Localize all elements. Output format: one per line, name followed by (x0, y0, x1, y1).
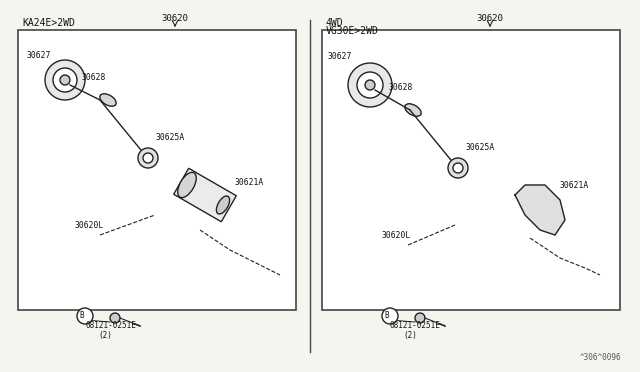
Ellipse shape (216, 196, 230, 214)
Text: 30625A: 30625A (466, 143, 495, 152)
Text: 30620: 30620 (477, 14, 504, 23)
Text: ^306^0096: ^306^0096 (580, 353, 621, 362)
Circle shape (365, 80, 375, 90)
Text: 30621A: 30621A (235, 178, 264, 187)
Circle shape (415, 313, 425, 323)
Circle shape (60, 75, 70, 85)
Circle shape (348, 63, 392, 107)
Text: 30620L: 30620L (382, 231, 412, 240)
Circle shape (448, 158, 468, 178)
Bar (322, 30, 620, 310)
Circle shape (453, 163, 463, 173)
Text: 30625A: 30625A (156, 133, 185, 142)
Text: B: B (80, 311, 84, 320)
Text: 08121-0251E: 08121-0251E (390, 321, 441, 330)
Ellipse shape (100, 94, 116, 106)
Ellipse shape (405, 104, 421, 116)
Text: B: B (385, 311, 389, 320)
Ellipse shape (178, 172, 196, 198)
Bar (173, 168, 236, 222)
Text: 30627: 30627 (328, 52, 353, 61)
Text: 30620: 30620 (161, 14, 188, 23)
Text: 30628: 30628 (82, 73, 106, 82)
Text: 30628: 30628 (389, 83, 413, 92)
Circle shape (53, 68, 77, 92)
Circle shape (45, 60, 85, 100)
Circle shape (138, 148, 158, 168)
Bar (18, 30, 296, 310)
Text: VG30E>2WD: VG30E>2WD (326, 26, 379, 36)
Circle shape (110, 313, 120, 323)
Text: (2): (2) (403, 331, 417, 340)
Text: 30620L: 30620L (75, 221, 104, 230)
Circle shape (77, 308, 93, 324)
Circle shape (382, 308, 398, 324)
Circle shape (143, 153, 153, 163)
Text: 4WD: 4WD (326, 18, 344, 28)
Circle shape (357, 72, 383, 98)
Text: (2): (2) (98, 331, 112, 340)
Text: KA24E>2WD: KA24E>2WD (22, 18, 75, 28)
Text: 30627: 30627 (27, 51, 51, 60)
Text: 08121-0251E: 08121-0251E (85, 321, 136, 330)
Polygon shape (515, 185, 565, 235)
Text: 30621A: 30621A (560, 181, 589, 190)
